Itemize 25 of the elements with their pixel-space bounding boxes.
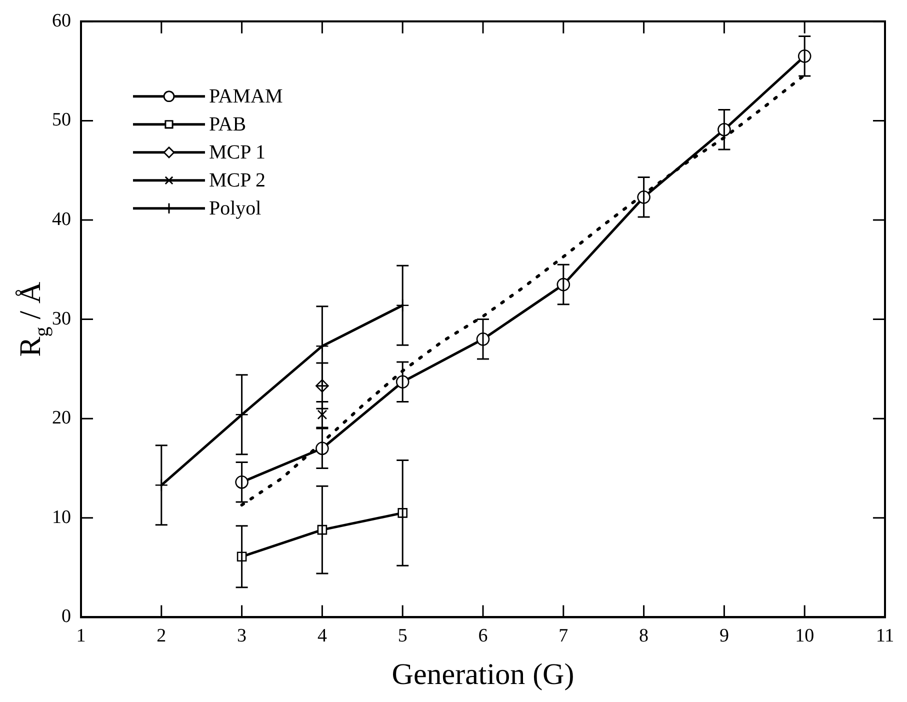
- legend-label: PAMAM: [209, 86, 283, 108]
- x-tick-label: 9: [719, 626, 729, 647]
- y-tick-label: 30: [52, 308, 71, 330]
- y-tick-label: 50: [52, 110, 71, 131]
- y-tick-label: 40: [52, 208, 71, 230]
- y-tick-label: 10: [52, 506, 71, 528]
- x-tick-label: 8: [639, 626, 649, 647]
- x-tick-label: 11: [876, 626, 894, 647]
- x-tick-label: 4: [317, 626, 328, 647]
- x-tick-label: 5: [398, 626, 408, 647]
- x-axis-title: Generation (G): [392, 658, 574, 691]
- legend-label: Polyol: [209, 198, 262, 220]
- x-tick-label: 10: [795, 626, 814, 647]
- y-tick-label: 0: [62, 606, 71, 628]
- legend-label: MCP 2: [209, 170, 266, 192]
- y-tick-label: 60: [52, 10, 71, 32]
- x-tick-label: 3: [237, 626, 247, 647]
- legend-label: PAB: [209, 114, 246, 136]
- x-tick-label: 2: [156, 626, 166, 647]
- x-tick-label: 7: [558, 626, 568, 647]
- x-tick-label: 1: [76, 626, 86, 647]
- x-tick-label: 6: [478, 626, 488, 647]
- y-tick-label: 20: [52, 408, 71, 429]
- legend-label: MCP 1: [209, 142, 266, 164]
- y-axis-title: Rg / Å: [14, 281, 53, 357]
